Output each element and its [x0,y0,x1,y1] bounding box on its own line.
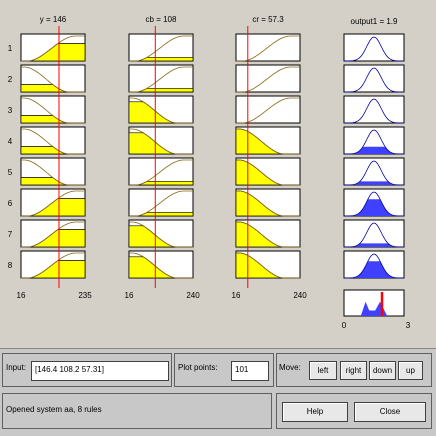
output-mf-curve [344,98,404,124]
output-mf-curve [344,253,404,279]
output-mf-curve [344,36,404,62]
rule-number: 3 [8,106,13,115]
axis-max-label: 240 [186,291,200,300]
output-mf-curve [344,160,404,186]
input-label: Input: [6,363,27,372]
output-mf-box [343,219,405,248]
output-mf-fill [344,261,404,278]
rule-viewer-canvas[interactable]: y = 146 cb = 108 cr = 57.3 output1 = 1.9123… [0,0,436,348]
mf-curve [21,159,85,186]
mf-curve [129,159,193,186]
mf-curve [129,35,193,62]
move-label: Move: [279,363,301,372]
output-mf-box [343,64,405,93]
mf-curve [129,190,193,217]
output-mf-fill [344,199,404,216]
rule-number: 5 [8,168,13,177]
mf-curve [129,128,193,155]
plot-points-label: Plot points: [178,363,218,372]
output-mf-curve [344,129,404,155]
input-title: cr = 57.3 [252,15,284,24]
move-right-button[interactable]: right [340,361,367,380]
help-close-frame [276,393,432,429]
mf-curve [129,221,193,248]
rule-number: 2 [8,75,13,84]
mf-curve [129,252,193,279]
output-mf-box [343,157,405,186]
axis-min-label: 16 [17,291,26,300]
plot-points-frame [174,353,274,387]
mf-curve [129,66,193,93]
control-panel: Input: [146.4 108.2 57.31] Plot points: … [0,348,436,436]
move-left-button[interactable]: left [309,361,337,380]
rule-number: 6 [8,199,13,208]
axis-min-label: 16 [232,291,241,300]
mf-curve [236,66,300,93]
axis-max-label: 235 [78,291,92,300]
output-mf-curve [344,222,404,248]
mf-curve [236,190,300,217]
rule-number: 1 [8,44,13,53]
plot-points-field[interactable]: 101 [231,361,269,381]
mf-curve [21,190,85,217]
mf-curve [236,97,300,124]
help-button[interactable]: Help [282,402,348,422]
rule-number: 8 [8,261,13,270]
mf-curve [21,35,85,62]
mf-curve [21,66,85,93]
axis-max-label: 240 [293,291,307,300]
mf-curve [236,221,300,248]
mf-curve [129,97,193,124]
axis-min-label: 16 [125,291,134,300]
input-frame [2,353,172,387]
move-up-button[interactable]: up [398,361,423,380]
move-down-button[interactable]: down [369,361,396,380]
output-title: output1 = 1.9 [351,17,398,26]
output-mf-curve [344,191,404,217]
output-axis-min-label: 0 [342,321,347,330]
input-title: cb = 108 [146,15,177,24]
rule-number: 4 [8,137,13,146]
mf-curve [21,221,85,248]
output-mf-box [343,33,405,62]
status-frame [2,393,272,429]
output-mf-box [343,95,405,124]
mf-curve [21,128,85,155]
mf-curve [21,97,85,124]
mf-curve [236,252,300,279]
mf-curve [21,252,85,279]
mf-curve [236,35,300,62]
status-text: Opened system aa, 8 rules [6,405,102,414]
mf-curve [236,128,300,155]
mf-curve [236,159,300,186]
aggregate-output-fill [344,301,404,316]
mf-box [128,157,194,186]
output-mf-curve [344,67,404,93]
output-axis-max-label: 3 [406,321,411,330]
output-mf-fill [344,146,404,154]
input-title: y = 146 [40,15,67,24]
close-button[interactable]: Close [354,402,426,422]
input-vector-field[interactable]: [146.4 108.2 57.31] [31,361,169,381]
move-frame [276,353,432,387]
rule-number: 7 [8,230,13,239]
